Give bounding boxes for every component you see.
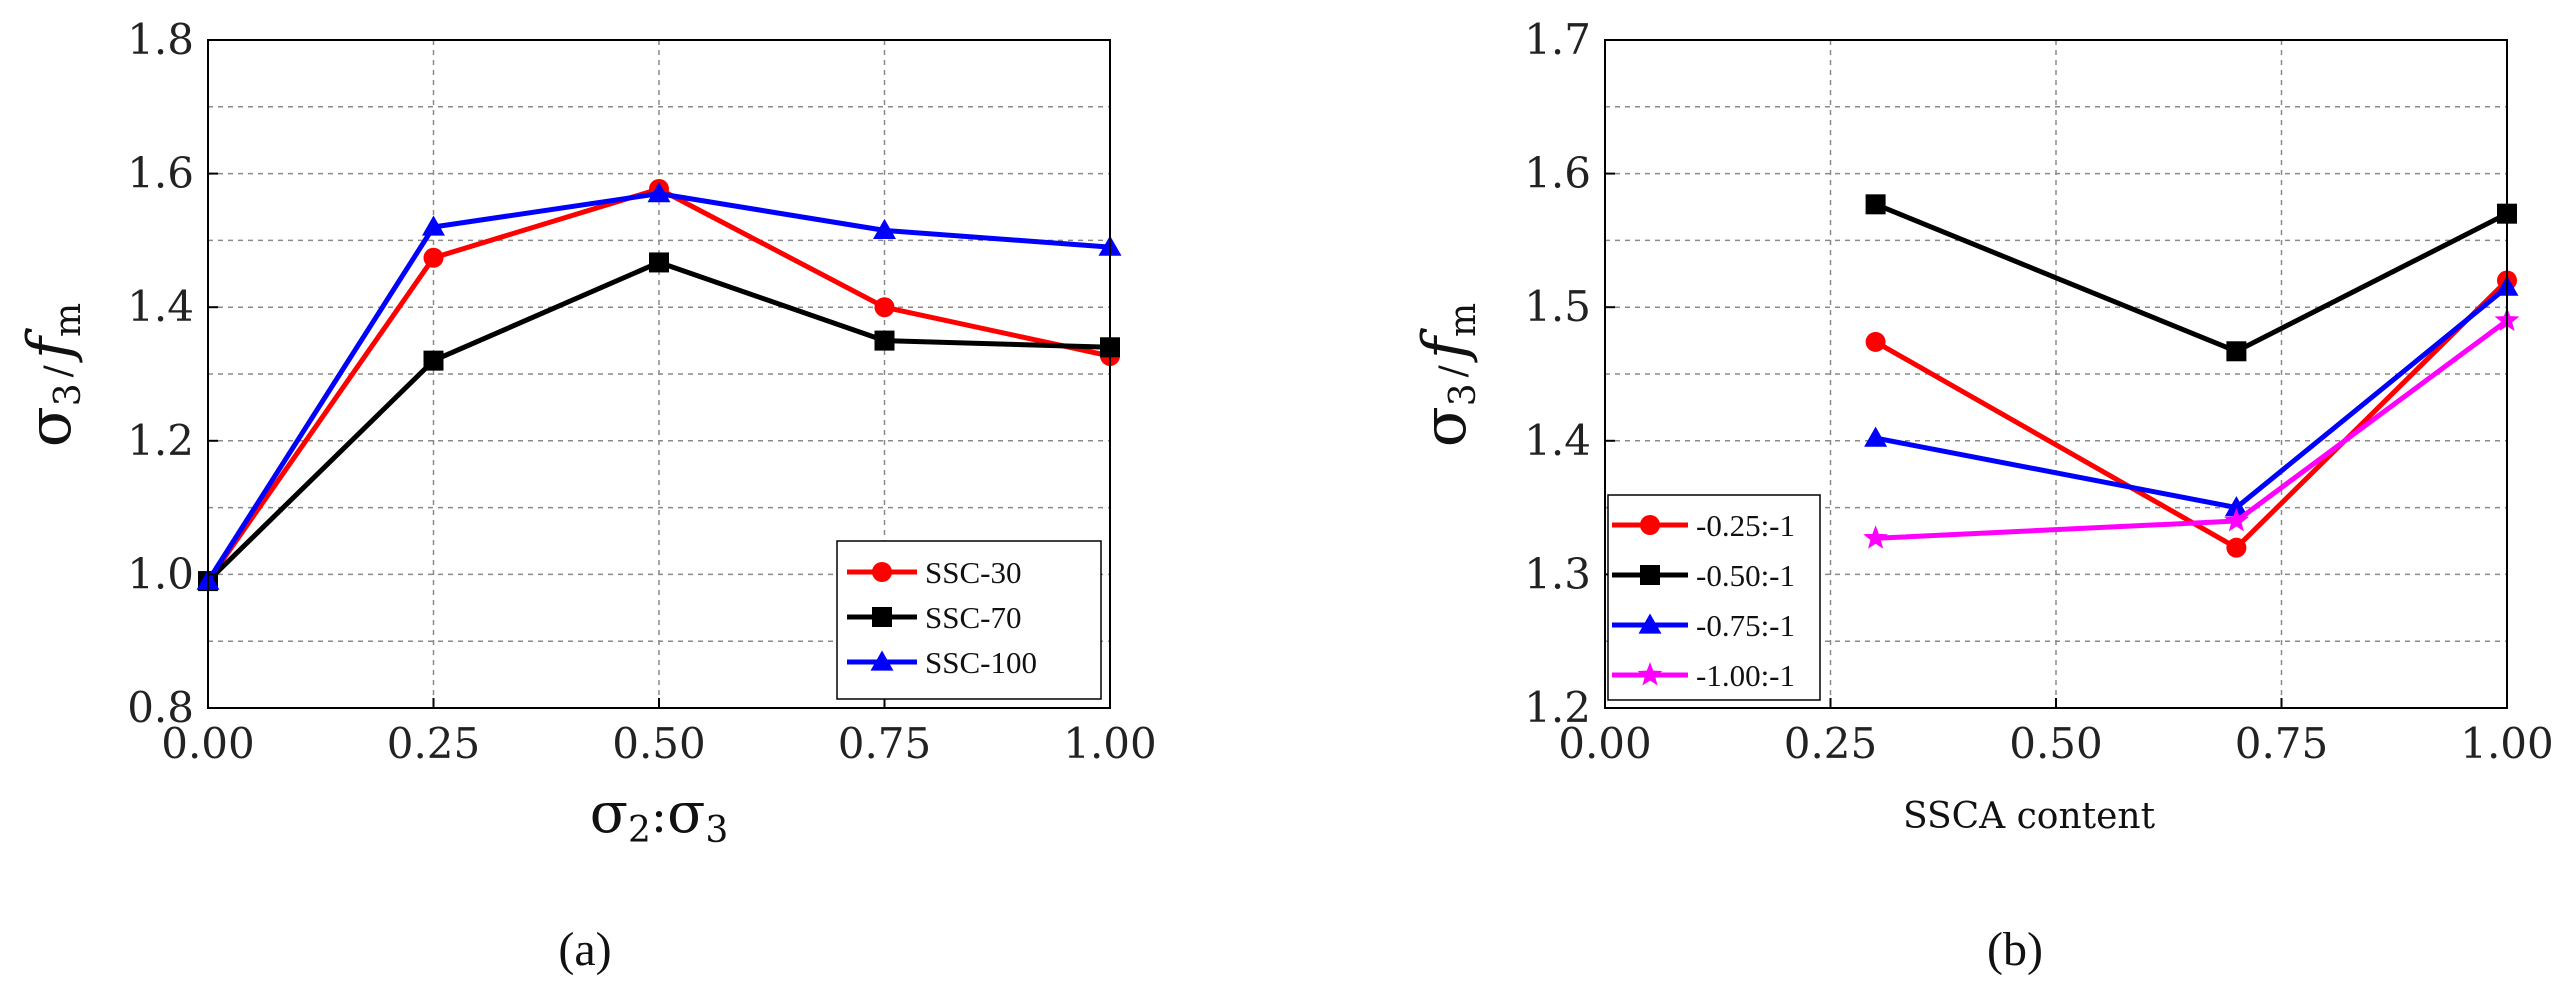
panel-a-series-2-point-3 [873,218,896,240]
panel-a-y-tick-label-0: 0.8 [127,683,194,732]
panel-b-y-tick-label-0: 1.2 [1524,683,1591,732]
panel-b-x-tick-label-2: 0.50 [2009,719,2103,768]
panel-b-y-tick-label-1: 1.3 [1524,549,1591,598]
panel-a-label: (a) [558,923,611,976]
panel-b-series-0-point-0 [1865,331,1886,352]
panel-b-label: (b) [1987,923,2043,976]
panel-b-x-tick-label-0: 0.00 [1558,719,1652,768]
panel-a-x-tick-label-1: 0.25 [387,719,481,768]
panel-a-series-0-point-1 [423,247,444,268]
panel-b-series [1863,194,2520,558]
panel-b-legend-label-2: -0.75:-1 [1696,608,1795,643]
panel-a-x-axis-label: σ2:σ3 [590,781,728,851]
panel-b-x-axis-label: SSCA content [1903,796,2156,837]
panel-b-legend-marker-2 [1638,613,1662,634]
panel-a-series-2-point-2 [647,182,671,203]
panel-b-legend-marker-1 [1640,565,1660,585]
panel-a-legend: SSC-30 SSC-70 SSC-100 [836,540,1102,700]
panel-b-series-line-3 [1875,318,2509,541]
panel-a-series-1-point-2 [649,252,669,273]
panel-a-x-tick-label-2: 0.50 [612,719,706,768]
panel-b-legend-marker-0 [1640,515,1660,535]
panel-b-x-tick-label-1: 0.25 [1784,719,1878,768]
panel-b-series-2-point-1 [2224,496,2248,517]
panel-b-series-line-1 [1874,201,2509,354]
panel-b-legend-items: -0.25:-1 -0.50:-1 -0.75:-1 -1.00:-1 [1612,508,1795,693]
panel-b-chart: 1.21.31.41.51.61.7 0.00 0.25 0.50 0.75 1.00 … [1410,15,2554,976]
panel-a-legend-label-1: SSC-70 [925,600,1021,635]
panel-a-legend-items: SSC-30 SSC-70 SSC-100 [847,555,1037,680]
panel-a-grid [208,40,1110,708]
panel-a-series-1-point-1 [423,350,444,371]
panel-a-legend-marker-1 [872,607,892,627]
panel-b-legend-label-1: -0.50:-1 [1696,558,1795,593]
panel-a-legend-label-2: SSC-100 [925,645,1037,680]
panel-b-y-axis-label: σ3/fm [1410,303,1484,447]
panel-b-y-tick-label-4: 1.6 [1524,149,1591,198]
panel-a-y-tick-label-1: 1.0 [127,549,194,598]
panel-a-legend-marker-0 [872,562,892,582]
panel-b-series-2-point-0 [1864,426,1888,447]
panel-b-series-1-point-1 [2226,341,2247,362]
panel-a-y-tick-label-5: 1.8 [127,15,194,64]
panel-a-y-tick-label-4: 1.6 [127,149,194,198]
panel-a-y-ticks: 0.8 1.0 1.2 1.4 1.6 1.8 [127,15,218,732]
panel-b-y-ticks: 1.2 1.3 1.4 1.5 1.6 1.7 [1524,15,1615,732]
panel-b-series-1-point-0 [1865,194,1886,215]
panel-b-legend-marker-3 [1637,662,1663,686]
panel-b-series-3-point-0 [1863,525,1888,549]
panel-a-x-ticks: 0.00 0.25 0.50 0.75 1.00 [161,698,1157,768]
panel-a-series [196,178,1122,592]
panel-b-legend-label-3: -1.00:-1 [1696,658,1795,693]
panel-b-grid [1605,40,2507,708]
panel-a-x-tick-label-3: 0.75 [838,719,932,768]
panel-b-series-3-point-1 [2224,508,2249,532]
panel-b-y-tick-label-2: 1.4 [1524,416,1591,465]
panel-a-x-tick-label-4: 1.00 [1063,719,1157,768]
panel-b-x-tick-label-3: 0.75 [2235,719,2329,768]
panel-a-y-axis-label: σ3/fm [15,303,89,447]
panel-a-x-tick-label-0: 0.00 [161,719,255,768]
panel-b-x-ticks: 0.00 0.25 0.50 0.75 1.00 [1558,698,2554,768]
panel-b-x-tick-label-4: 1.00 [2460,719,2554,768]
panel-b-y-tick-label-5: 1.7 [1524,15,1591,64]
panel-b-legend: -0.25:-1 -0.50:-1 -0.75:-1 -1.00:-1 [1607,494,1821,701]
panel-a-series-2-point-1 [422,215,445,236]
panel-a-y-tick-label-2: 1.2 [127,416,194,465]
panel-b-legend-label-0: -0.25:-1 [1696,508,1795,543]
panel-a-series-0-point-3 [874,297,895,318]
panel-a-legend-label-0: SSC-30 [925,555,1021,590]
panel-b-y-tick-label-3: 1.5 [1524,282,1591,331]
panel-a-series-1-point-3 [874,330,895,351]
panel-b-series-line-0 [1874,278,2509,551]
panel-b-series-0-point-1 [2226,537,2247,558]
panel-a-chart: 0.81.01.21.41.61.8 0.00 0.25 0.50 0.75 1.00 … [15,15,1157,976]
panel-a-legend-marker-2 [870,650,894,671]
panel-a-y-tick-label-3: 1.4 [127,282,194,331]
